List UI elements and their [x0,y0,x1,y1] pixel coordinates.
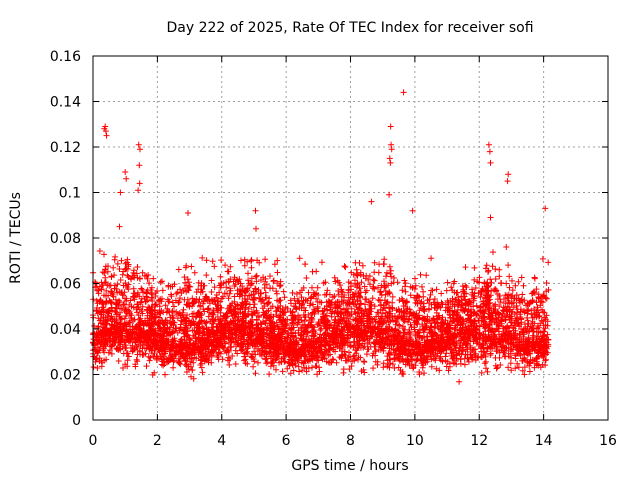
roti-chart: Day 222 of 2025, Rate Of TEC Index for r… [0,0,640,480]
x-tick-label: 2 [153,433,162,449]
x-tick-label: 10 [406,433,424,449]
y-tick-label: 0.06 [50,277,81,293]
y-tick-label: 0.08 [50,231,81,247]
y-tick-label: 0.16 [50,49,81,65]
y-tick-label: 0.1 [59,186,81,202]
y-axis-label: ROTI / TECUs [8,192,24,284]
y-tick-label: 0.14 [50,95,81,111]
x-tick-label: 0 [89,433,98,449]
y-tick-label: 0 [72,413,81,429]
x-axis-label: GPS time / hours [291,458,408,474]
y-tick-label: 0.04 [50,322,81,338]
y-tick-label: 0.02 [50,368,81,384]
x-tick-label: 4 [217,433,226,449]
x-tick-label: 14 [535,433,553,449]
x-tick-label: 12 [470,433,488,449]
chart-title: Day 222 of 2025, Rate Of TEC Index for r… [166,20,533,36]
x-tick-label: 16 [599,433,617,449]
x-tick-label: 6 [282,433,291,449]
y-tick-label: 0.12 [50,140,81,156]
x-tick-label: 8 [346,433,355,449]
